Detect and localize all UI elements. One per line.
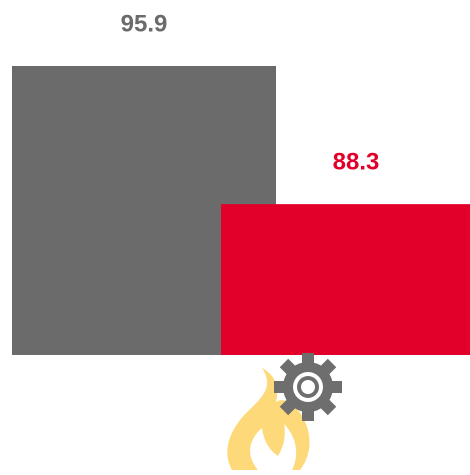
gear: [274, 353, 342, 421]
gear-hole: [301, 380, 315, 394]
value-label: 88.3: [333, 148, 380, 175]
icon: [227, 353, 342, 470]
bar: [221, 204, 470, 355]
flame: [227, 368, 310, 470]
value-label: 95.9: [121, 10, 168, 37]
gear-teeth: [274, 353, 342, 421]
bar-group: [12, 65, 470, 356]
